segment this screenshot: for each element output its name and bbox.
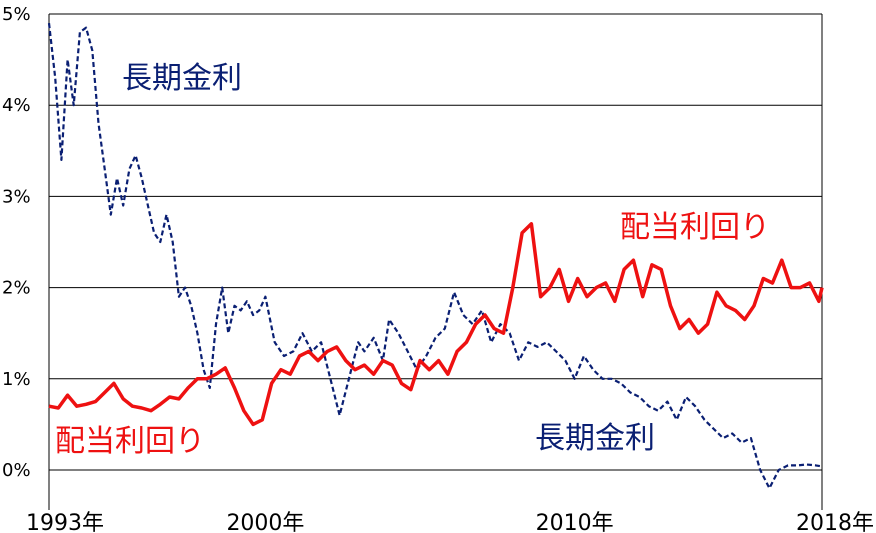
x-tick-label: 2018年 bbox=[796, 511, 874, 533]
annotation-dividend-yield-right: 配当利回り bbox=[620, 210, 770, 245]
x-axis-ticks: 1993年 2000年 2010年 2018年 bbox=[26, 511, 874, 533]
y-axis-ticks: 0% 1% 2% 3% 4% 5% bbox=[2, 4, 31, 481]
x-tick-label: 2000年 bbox=[226, 511, 304, 533]
y-tick-label: 3% bbox=[2, 186, 31, 207]
series-lines bbox=[47, 22, 824, 490]
y-tick-label: 2% bbox=[2, 278, 31, 299]
series-line-dividend-yield bbox=[48, 222, 824, 427]
annotation-dividend-yield-left: 配当利回り bbox=[55, 424, 205, 459]
x-tick-label: 2010年 bbox=[536, 511, 614, 533]
x-tick-label: 1993年 bbox=[26, 511, 104, 533]
grid-lines bbox=[48, 13, 823, 510]
annotation-long-term-rate-bottom: 長期金利 bbox=[535, 421, 655, 456]
y-tick-label: 0% bbox=[2, 460, 31, 481]
y-tick-label: 1% bbox=[2, 369, 31, 390]
y-tick-label: 5% bbox=[2, 4, 31, 25]
y-tick-label: 4% bbox=[2, 95, 31, 116]
annotation-long-term-rate-top: 長期金利 bbox=[122, 61, 242, 96]
annotations: 長期金利 配当利回り 配当利回り 長期金利 bbox=[55, 61, 770, 459]
